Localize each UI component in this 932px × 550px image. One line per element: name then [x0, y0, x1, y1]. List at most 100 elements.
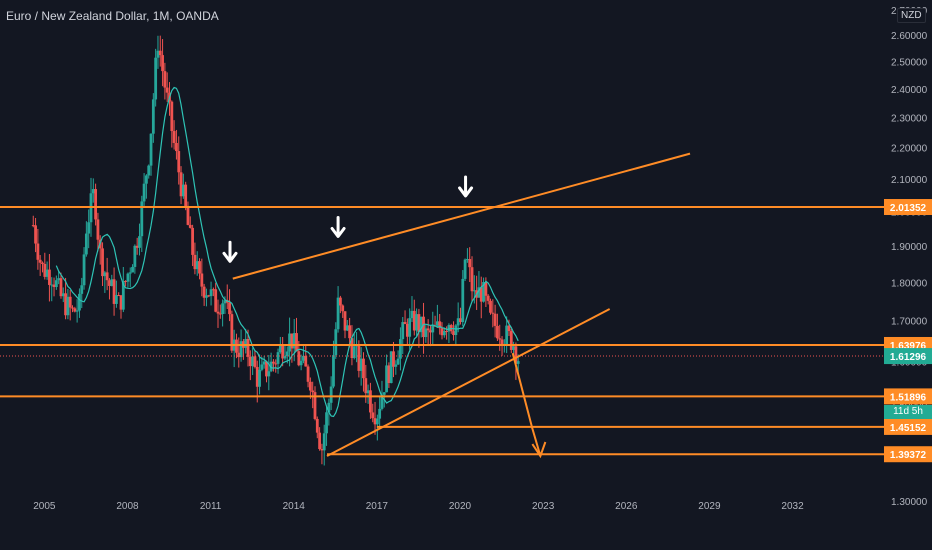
candle-body: [292, 333, 296, 349]
arrow-head: [222, 251, 238, 263]
candle-body: [214, 289, 218, 312]
price-tick-label: 1.90000: [891, 242, 928, 253]
candle-body: [311, 390, 315, 393]
candle-body: [114, 295, 118, 304]
candle-body: [112, 279, 116, 304]
candle-body: [322, 433, 326, 451]
resistance-trendline[interactable]: [232, 152, 691, 280]
candle-body: [516, 361, 520, 364]
peak-arrow-2015[interactable]: [330, 215, 346, 238]
candle-body: [59, 278, 63, 297]
candle-body: [228, 302, 231, 315]
candle-body: [410, 310, 414, 319]
candle-body: [403, 322, 407, 324]
candle-body: [255, 366, 259, 387]
candle-body: [246, 338, 250, 357]
price-tick-label: 2.10000: [891, 175, 928, 186]
candle-body: [486, 295, 490, 301]
candle-body: [239, 341, 243, 358]
candle-body: [260, 364, 264, 370]
candle-body: [498, 338, 502, 340]
candle-body: [96, 219, 100, 240]
candle-body: [75, 310, 79, 312]
candle-body: [509, 331, 513, 350]
trendlines-layer: [232, 152, 691, 459]
candle-body: [117, 295, 121, 297]
candle-body: [158, 50, 162, 56]
candle-body: [371, 412, 375, 419]
candle-body: [170, 101, 174, 132]
candle-body: [147, 165, 151, 176]
candle-body: [71, 307, 74, 309]
price-tick-label: 2.40000: [891, 85, 928, 96]
candle-body: [276, 352, 280, 364]
candle-body: [207, 295, 211, 297]
candle-body: [315, 418, 319, 433]
level-label-bg: [884, 388, 932, 405]
time-axis[interactable]: 2005 2008 2011 2014 2017 2020 2023 2026 2029 2032: [33, 501, 804, 512]
candle-body: [362, 358, 365, 379]
candle-body: [278, 345, 282, 353]
candle-body: [369, 390, 372, 413]
candle-body: [385, 365, 388, 393]
candle-body: [338, 297, 342, 306]
candle-body: [237, 352, 241, 358]
candle-body: [145, 175, 148, 184]
level-label-text: 1.45152: [890, 423, 927, 434]
candle-body: [154, 57, 158, 100]
candle-body: [198, 261, 201, 274]
level-labels-layer: 2.01352 1.63976 1.51896 1.45152 1.39372 1.612…: [884, 199, 932, 463]
candle-body: [424, 328, 428, 338]
candle-body: [366, 390, 370, 394]
candle-body: [211, 289, 215, 291]
candle-body: [285, 351, 289, 357]
candle-body: [191, 227, 194, 255]
candle-body: [64, 293, 67, 316]
candle-body: [281, 345, 285, 359]
level-label-2.01352: 2.01352: [884, 199, 932, 216]
candle-body: [468, 259, 472, 268]
candle-body: [265, 361, 268, 377]
time-tick-label: 2020: [449, 501, 472, 512]
candle-body: [373, 418, 377, 425]
candle-body: [392, 351, 395, 367]
level-label-text: 1.51896: [890, 392, 927, 403]
candle-body: [507, 325, 511, 332]
candle-body: [172, 131, 176, 143]
peak-arrow-2011[interactable]: [222, 240, 238, 263]
candle-body: [472, 290, 476, 292]
candle-body: [297, 351, 301, 366]
candle-body: [482, 282, 485, 302]
candle-body: [417, 314, 421, 333]
projection-path[interactable]: [511, 352, 542, 457]
price-tick-label: 2.30000: [891, 114, 928, 125]
candle-body: [500, 339, 504, 346]
support-trendline[interactable]: [326, 308, 611, 457]
chart-title: Euro / New Zealand Dollar, 1M, OANDA: [6, 9, 219, 23]
candle-body: [45, 269, 49, 277]
candle-body: [375, 418, 379, 425]
candle-body: [133, 245, 137, 267]
candle-body: [350, 338, 354, 359]
candle-body: [442, 330, 446, 336]
currency-unit-badge[interactable]: NZD: [897, 8, 926, 23]
candle-body: [218, 313, 222, 315]
candle-body: [429, 330, 432, 333]
candle-body: [496, 325, 499, 339]
candle-body: [161, 55, 164, 72]
candle-body: [380, 394, 384, 409]
peak-arrow-2020[interactable]: [458, 175, 474, 198]
candle-body: [251, 356, 255, 367]
candle-body: [78, 293, 81, 311]
candle-body: [48, 269, 51, 285]
candle-body: [91, 189, 95, 194]
level-label-text: 1.63976: [890, 341, 927, 352]
price-tick-label: 2.60000: [891, 31, 928, 42]
level-label-bg: [884, 199, 932, 216]
time-tick-label: 2005: [33, 501, 56, 512]
candle-body: [177, 151, 181, 173]
candle-body: [43, 263, 47, 277]
candle-body: [121, 281, 125, 310]
level-label-text: 1.39372: [890, 450, 927, 461]
